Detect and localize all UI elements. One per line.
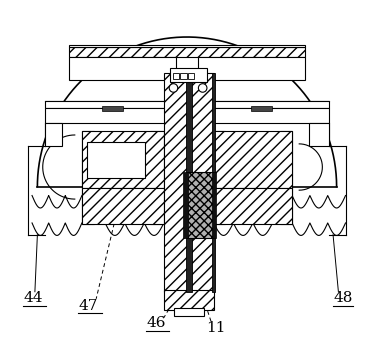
Bar [187,172,213,238]
Text: 11: 11 [206,321,226,335]
Bar [45,101,329,108]
Bar [45,108,329,122]
Bar [150,131,164,224]
Bar [183,172,188,238]
Bar [212,172,216,238]
Bar [164,73,187,292]
Bar [82,188,164,224]
Bar [70,47,304,57]
Bar [214,188,292,224]
Bar [198,57,304,80]
Bar [251,106,273,111]
Bar [187,172,213,238]
Bar [280,131,292,224]
Bar [101,106,123,111]
Bar [214,131,226,224]
Bar [45,122,62,146]
Bar [309,122,329,146]
Bar [70,45,304,47]
Text: 46: 46 [146,316,166,330]
Bar [70,57,176,80]
Bar [212,73,215,292]
Bar [174,308,204,316]
Text: 48: 48 [333,292,352,306]
Bar [186,73,191,292]
Circle shape [198,84,207,92]
Bar [173,73,179,79]
Bar [82,131,94,224]
Bar [180,73,187,79]
Bar [164,290,214,309]
Bar [191,73,214,292]
Text: 47: 47 [78,299,98,313]
Bar [214,131,292,188]
Bar [188,73,194,79]
Bar [86,142,145,178]
Text: 44: 44 [23,292,43,306]
Bar [170,68,207,81]
Bar [82,131,164,188]
Circle shape [169,84,178,92]
